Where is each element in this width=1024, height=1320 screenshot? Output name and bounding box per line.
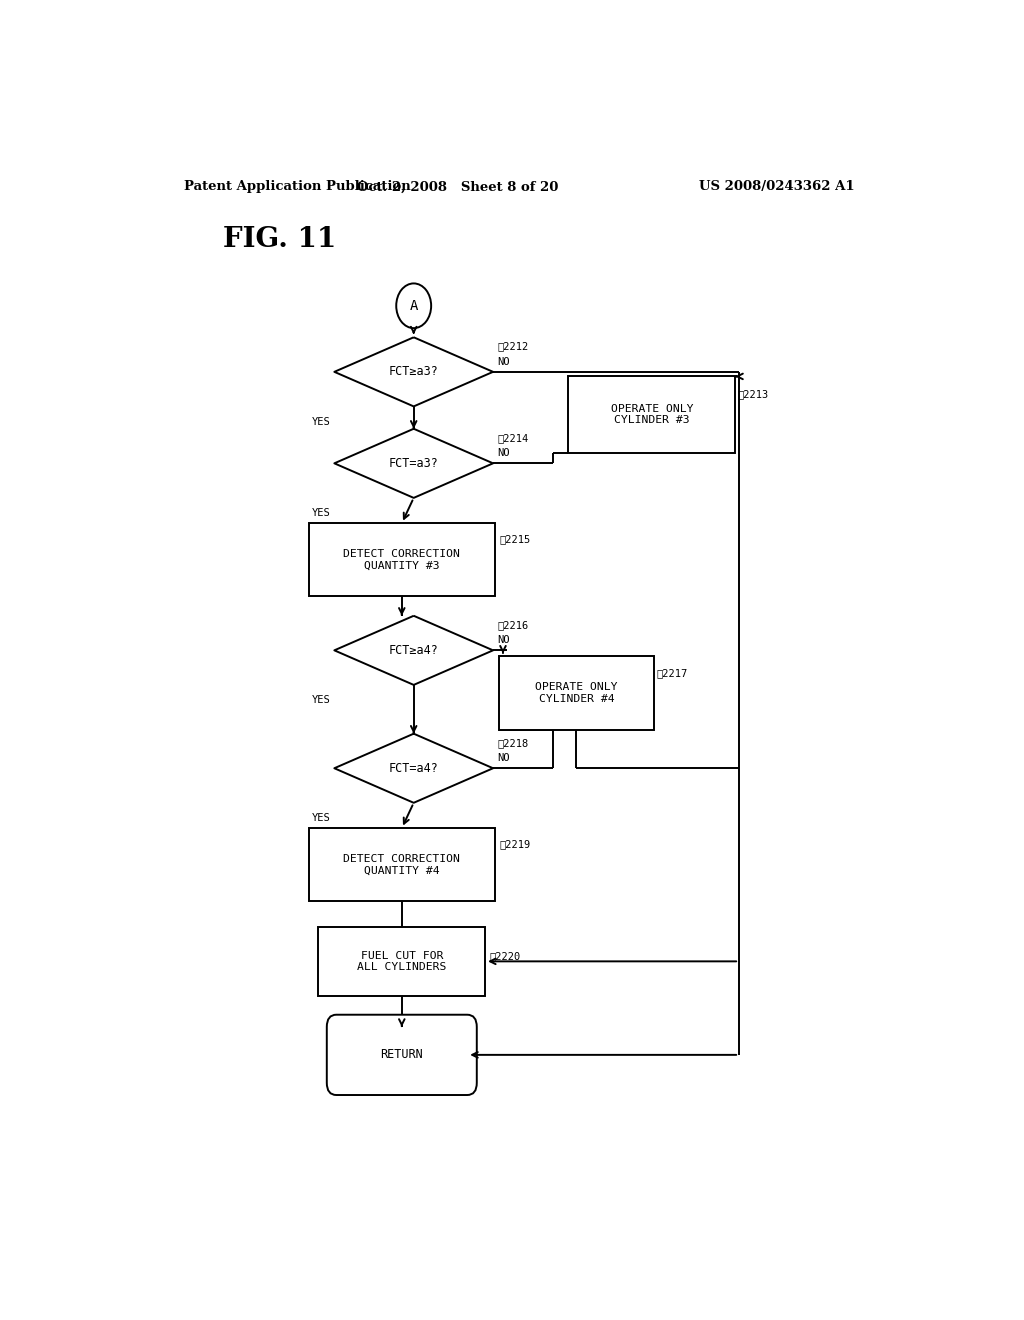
Text: DETECT CORRECTION
QUANTITY #3: DETECT CORRECTION QUANTITY #3 xyxy=(343,549,460,570)
Text: FCT≥a3?: FCT≥a3? xyxy=(389,366,438,379)
Text: US 2008/0243362 A1: US 2008/0243362 A1 xyxy=(699,181,855,193)
Text: NO: NO xyxy=(497,356,510,367)
Text: ‧2219: ‧2219 xyxy=(499,840,530,850)
Text: OPERATE ONLY
CYLINDER #3: OPERATE ONLY CYLINDER #3 xyxy=(610,404,693,425)
Text: A: A xyxy=(410,298,418,313)
Text: ‧2218: ‧2218 xyxy=(497,738,528,748)
Text: YES: YES xyxy=(311,508,331,519)
Text: DETECT CORRECTION
QUANTITY #4: DETECT CORRECTION QUANTITY #4 xyxy=(343,854,460,875)
Text: OPERATE ONLY
CYLINDER #4: OPERATE ONLY CYLINDER #4 xyxy=(536,682,617,704)
Text: NO: NO xyxy=(497,754,510,763)
Text: YES: YES xyxy=(311,813,331,824)
Bar xyxy=(308,828,495,902)
Text: FCT≥a4?: FCT≥a4? xyxy=(389,644,438,657)
Text: FCT=a4?: FCT=a4? xyxy=(389,762,438,775)
Text: YES: YES xyxy=(311,417,331,426)
Text: FIG. 11: FIG. 11 xyxy=(223,226,337,253)
Text: YES: YES xyxy=(311,696,331,705)
Text: ‧2220: ‧2220 xyxy=(489,952,520,961)
Text: ‧2213: ‧2213 xyxy=(737,389,769,399)
Text: Oct. 2, 2008   Sheet 8 of 20: Oct. 2, 2008 Sheet 8 of 20 xyxy=(356,181,558,193)
Text: ‧2215: ‧2215 xyxy=(499,535,530,545)
Text: FUEL CUT FOR
ALL CYLINDERS: FUEL CUT FOR ALL CYLINDERS xyxy=(357,950,446,972)
Bar xyxy=(318,927,485,995)
Bar xyxy=(568,376,735,453)
Text: NO: NO xyxy=(497,449,510,458)
Text: ‧2214: ‧2214 xyxy=(497,433,528,444)
Text: ‧2216: ‧2216 xyxy=(497,620,528,630)
Text: NO: NO xyxy=(497,635,510,645)
Text: Patent Application Publication: Patent Application Publication xyxy=(183,181,411,193)
Text: FCT=a3?: FCT=a3? xyxy=(389,457,438,470)
Text: ‧2212: ‧2212 xyxy=(497,342,528,351)
FancyBboxPatch shape xyxy=(327,1015,477,1096)
Text: ‧2217: ‧2217 xyxy=(656,668,687,677)
Bar xyxy=(499,656,653,730)
Bar xyxy=(308,523,495,597)
Text: RETURN: RETURN xyxy=(381,1048,423,1061)
